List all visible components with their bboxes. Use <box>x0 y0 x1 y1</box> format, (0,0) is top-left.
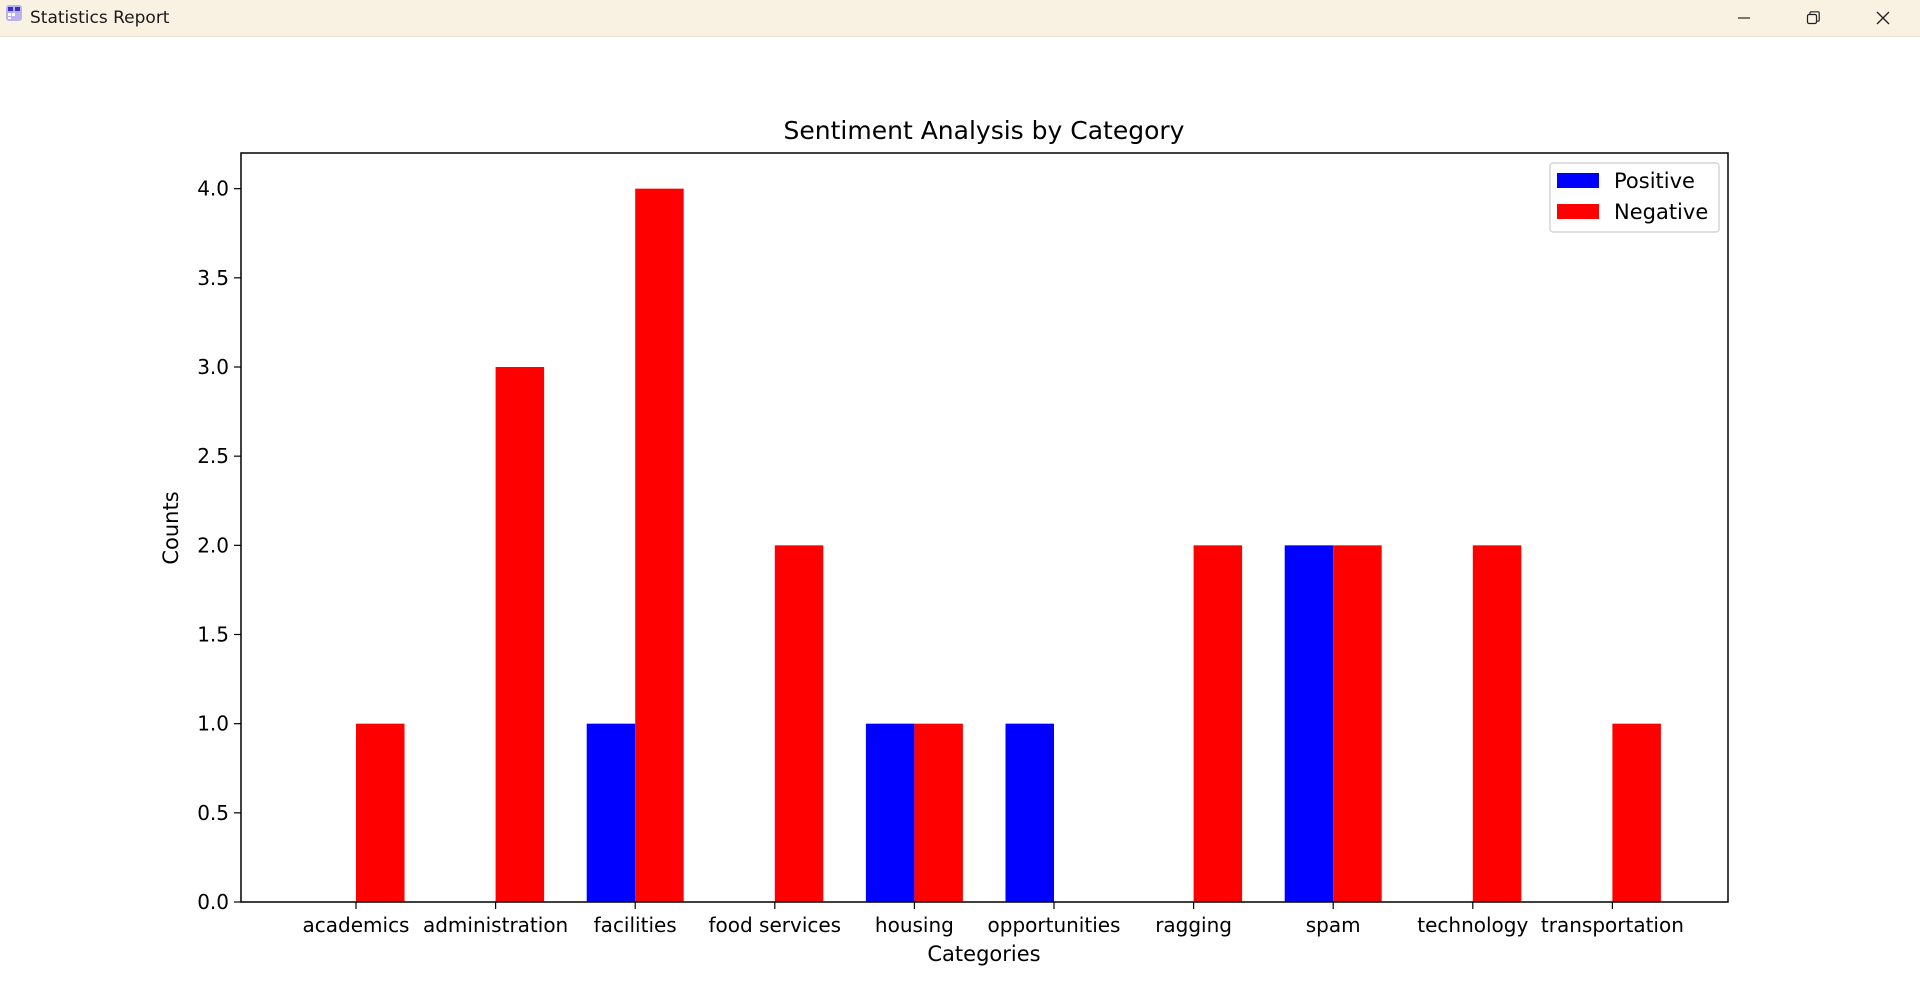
x-axis: academics administration facilities food se… <box>303 902 1684 937</box>
title-bar[interactable]: Statistics Report <box>0 0 1920 37</box>
bar-chart: Sentiment Analysis by Category 0.0 0.5 1.0… <box>159 116 1729 966</box>
x-tick-label-ragging: ragging <box>1155 913 1232 937</box>
window-title: Statistics Report <box>30 8 170 28</box>
legend-label-negative: Negative <box>1614 200 1708 224</box>
bar-negative-food-services <box>774 545 824 902</box>
chart-app-icon <box>5 4 23 22</box>
bar-negative-housing <box>914 723 963 902</box>
bar-positive-spam <box>1284 545 1334 902</box>
x-tick-label-spam: spam <box>1306 913 1361 937</box>
chart-title: Sentiment Analysis by Category <box>784 116 1185 145</box>
legend-swatch-positive <box>1557 173 1599 188</box>
y-axis: 0.0 0.5 1.0 1.5 2.0 2.5 3.0 3.5 4.0 <box>197 177 241 914</box>
bar-positive-opportunities <box>1005 723 1054 902</box>
y-tick-label: 1.5 <box>197 623 229 647</box>
y-tick-label: 2.0 <box>197 533 229 557</box>
close-button[interactable] <box>1849 0 1917 36</box>
minimize-button[interactable] <box>1710 0 1778 36</box>
legend: Positive Negative <box>1549 162 1720 233</box>
bar-negative-spam <box>1333 545 1382 902</box>
legend-label-positive: Positive <box>1614 169 1695 193</box>
y-tick-label: 2.5 <box>197 444 229 468</box>
bar-positive-housing <box>865 723 915 902</box>
restore-icon <box>1806 11 1820 25</box>
bar-negative-administration <box>495 367 545 902</box>
y-tick-label: 1.0 <box>197 712 229 736</box>
x-tick-label-transportation: transportation <box>1541 913 1684 937</box>
y-tick-label: 4.0 <box>197 177 229 201</box>
y-tick-label: 3.5 <box>197 266 229 290</box>
x-axis-label: Categories <box>927 942 1040 966</box>
bars-group <box>356 188 1661 902</box>
x-tick-label-housing: housing <box>875 913 954 937</box>
legend-swatch-negative <box>1557 204 1599 219</box>
close-icon <box>1876 11 1890 25</box>
plot-frame <box>240 152 1729 903</box>
bar-positive-facilities <box>586 723 636 902</box>
bar-negative-academics <box>356 723 405 902</box>
bar-negative-transportation <box>1612 723 1661 902</box>
bar-negative-ragging <box>1193 545 1243 902</box>
bar-negative-technology <box>1472 545 1522 902</box>
bar-negative-facilities <box>635 188 684 902</box>
x-tick-label-academics: academics <box>303 913 410 937</box>
figure-canvas: Sentiment Analysis by Category 0.0 0.5 1.0… <box>0 37 1920 1008</box>
minimize-icon <box>1738 17 1750 19</box>
restore-button[interactable] <box>1779 0 1847 36</box>
y-axis-label: Counts <box>159 491 183 564</box>
x-tick-label-facilities: facilities <box>594 913 677 937</box>
x-tick-label-technology: technology <box>1417 913 1528 937</box>
x-tick-label-administration: administration <box>423 913 568 937</box>
x-tick-label-opportunities: opportunities <box>988 913 1121 937</box>
y-tick-label: 3.0 <box>197 355 229 379</box>
y-tick-label: 0.5 <box>197 801 229 825</box>
y-tick-label: 0.0 <box>197 890 229 914</box>
x-tick-label-food-services: food services <box>708 913 841 937</box>
